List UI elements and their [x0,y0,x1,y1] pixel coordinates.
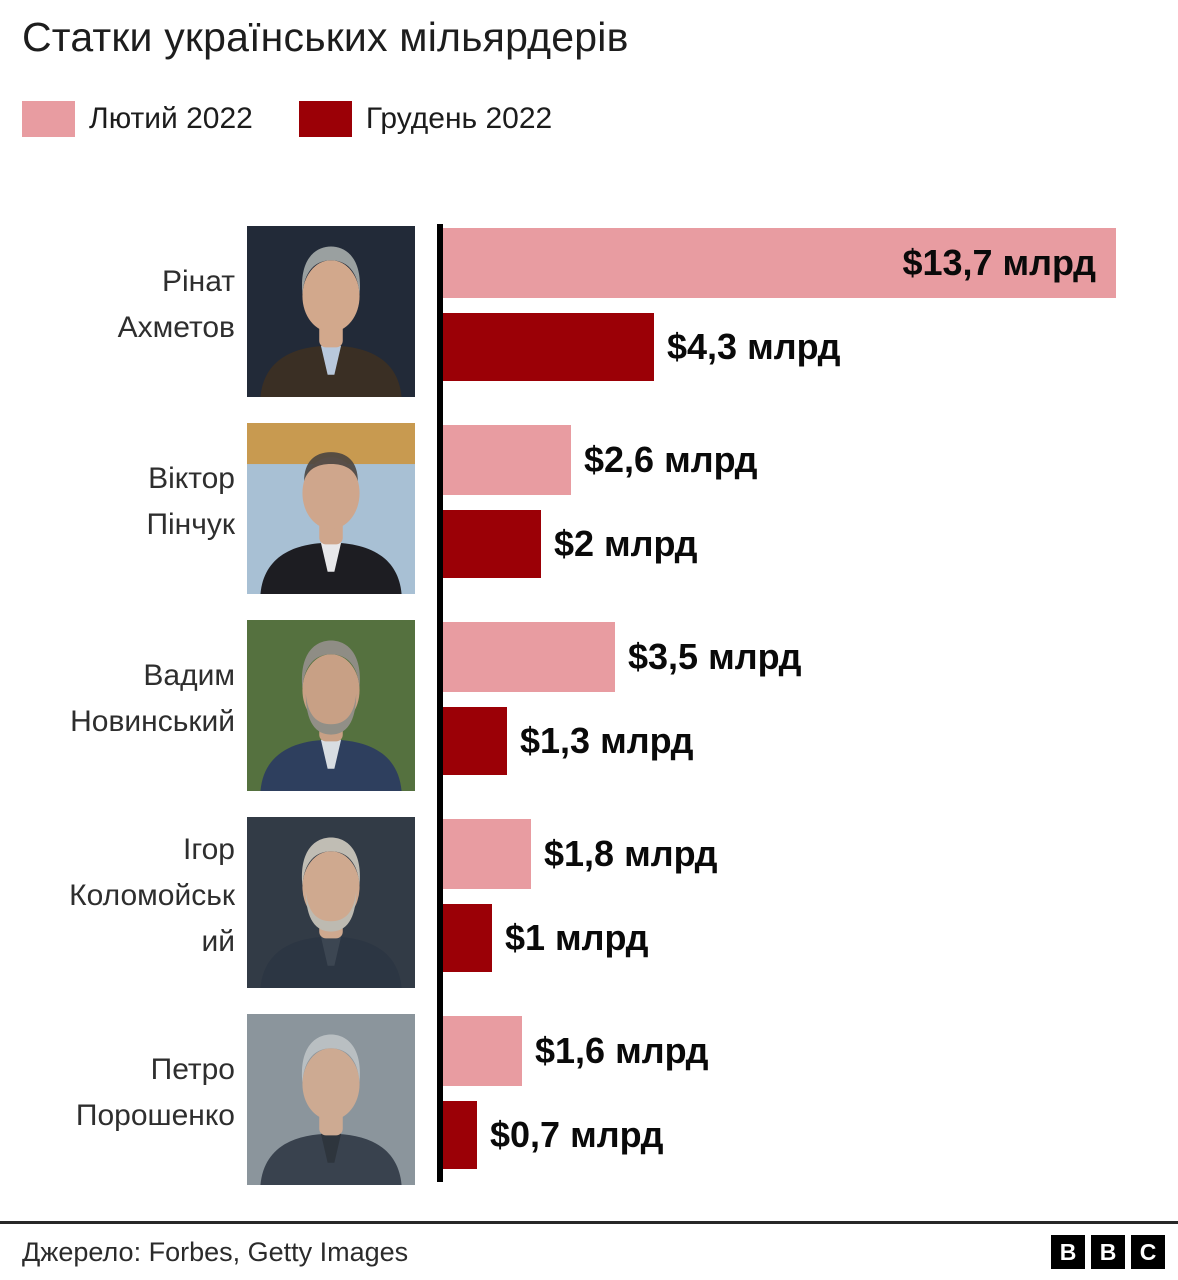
source-credit: Джерело: Forbes, Getty Images [22,1237,409,1267]
chart-baseline-axis [437,224,443,1182]
bbc-logo: B B C [1045,1235,1165,1269]
person-name: Рінат Ахметов [117,264,235,344]
person-silhouette-icon [247,620,415,791]
bar-value-label: $1 млрд [505,917,649,958]
bar-value-label: $4,3 млрд [667,326,841,367]
bar-value-label: $2 млрд [554,523,698,564]
footer-divider [0,1221,1178,1224]
bar-value-label: $1,8 млрд [544,833,718,874]
bar-feb-2022: $1,6 млрд [443,1016,709,1086]
bar-dec-2022: $0,7 млрд [443,1101,664,1169]
bar-feb-2022: $13,7 млрд [443,228,1116,298]
bar-dec-2022: $2 млрд [443,510,698,578]
bar-dec-2022: $1 млрд [443,904,649,972]
chart-title: Статки українських мільярдерів [22,14,629,60]
bbc-logo-letter-b2: B [1091,1235,1125,1269]
person-silhouette-icon [247,226,415,397]
legend-swatch-feb-2022 [22,101,75,137]
person-silhouette-icon [247,817,415,988]
person-name: Ігор Коломойськ ий [69,832,235,958]
bar-value-label: $2,6 млрд [584,439,758,480]
chart-rows: Рінат Ахметов $13,7 млрд $4,3 млрд Вікто… [0,226,1178,1213]
photo-ihor-kolomoyskyi [247,817,415,988]
row-vadym-novynskyi: Вадим Новинський $3,5 млрд $1,3 млрд [0,620,1178,819]
person-name: Вадим Новинський [70,658,235,738]
legend-label-dec-2022: Грудень 2022 [365,102,553,135]
photo-petro-poroshenko [247,1014,415,1185]
row-rinat-akhmetov: Рінат Ахметов $13,7 млрд $4,3 млрд [0,226,1178,425]
bbc-logo-letter-b1: B [1051,1235,1085,1269]
chart-legend: Лютий 2022 Грудень 2022 [22,101,552,137]
photo-viktor-pinchuk [247,423,415,594]
bar-feb-2022: $3,5 млрд [443,622,802,692]
photo-rinat-akhmetov [247,226,415,397]
row-petro-poroshenko: Петро Порошенко $1,6 млрд $0,7 млрд [0,1014,1178,1213]
person-name: Віктор Пінчук [146,461,235,541]
person-silhouette-icon [247,1014,415,1185]
photo-vadym-novynskyi [247,620,415,791]
row-ihor-kolomoyskyi: Ігор Коломойськ ий $1,8 млрд $1 млрд [0,817,1178,1016]
bar-feb-2022: $2,6 млрд [443,425,758,495]
bar-dec-2022: $4,3 млрд [443,313,841,381]
legend-label-feb-2022: Лютий 2022 [89,102,253,135]
bar-value-label: $1,6 млрд [535,1030,709,1071]
bar-dec-2022: $1,3 млрд [443,707,694,775]
row-viktor-pinchuk: Віктор Пінчук $2,6 млрд $2 млрд [0,423,1178,622]
legend-swatch-dec-2022 [298,101,352,137]
bar-value-label: $0,7 млрд [490,1114,664,1155]
person-silhouette-icon [247,423,415,594]
bar-value-label: $13,7 млрд [902,242,1096,283]
bar-feb-2022: $1,8 млрд [443,819,718,889]
person-name: Петро Порошенко [75,1052,235,1132]
bar-value-label: $3,5 млрд [628,636,802,677]
bbc-logo-letter-c: C [1131,1235,1165,1269]
bar-value-label: $1,3 млрд [520,720,694,761]
